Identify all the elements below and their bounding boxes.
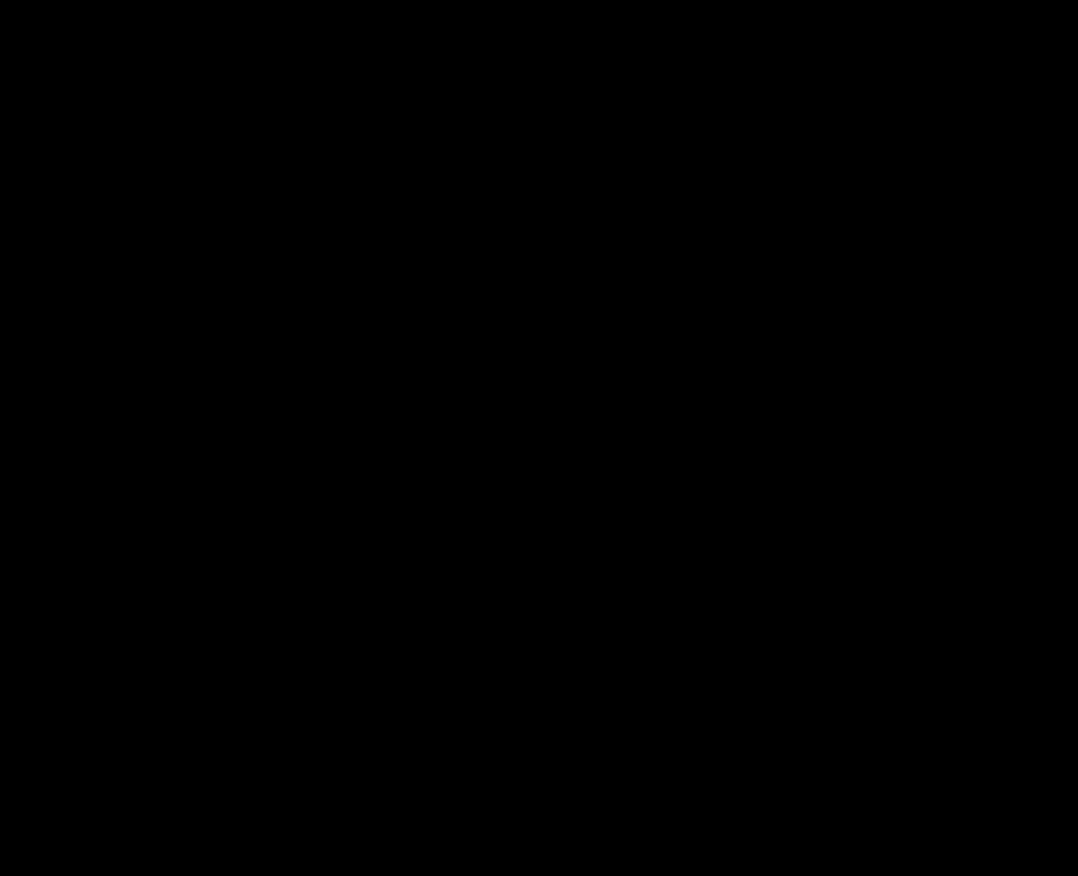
chart-window (0, 0, 1078, 876)
candlestick-chart[interactable] (0, 0, 1078, 876)
